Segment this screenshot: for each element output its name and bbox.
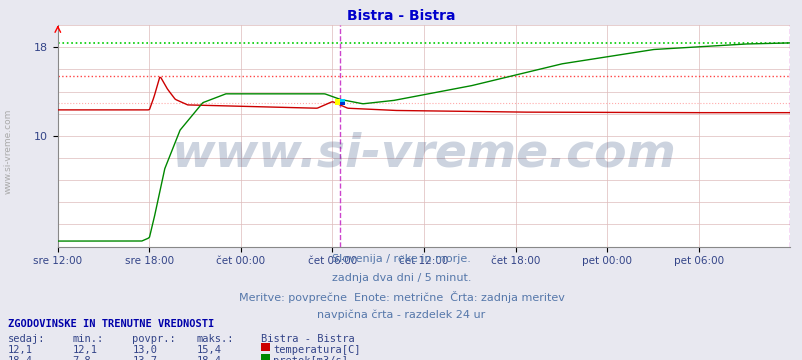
Text: 13,7: 13,7 [132,356,157,360]
Text: Bistra - Bistra: Bistra - Bistra [346,9,456,23]
Text: 13,0: 13,0 [132,345,157,355]
Bar [340,102,345,105]
Text: 15,4: 15,4 [196,345,221,355]
Text: 12,1: 12,1 [72,345,97,355]
Text: www.si-vreme.com: www.si-vreme.com [4,108,13,194]
Text: min.:: min.: [72,334,103,344]
Text: zadnja dva dni / 5 minut.: zadnja dva dni / 5 minut. [331,273,471,283]
Text: ZGODOVINSKE IN TRENUTNE VREDNOSTI: ZGODOVINSKE IN TRENUTNE VREDNOSTI [8,319,214,329]
Text: temperatura[C]: temperatura[C] [273,345,360,355]
Text: 18,4: 18,4 [8,356,33,360]
Text: povpr.:: povpr.: [132,334,176,344]
Text: 18,4: 18,4 [196,356,221,360]
Text: sedaj:: sedaj: [8,334,46,344]
Text: navpična črta - razdelek 24 ur: navpična črta - razdelek 24 ur [317,310,485,320]
Text: 7,8: 7,8 [72,356,91,360]
Text: Bistra - Bistra: Bistra - Bistra [261,334,354,344]
Text: maks.:: maks.: [196,334,234,344]
Text: pretok[m3/s]: pretok[m3/s] [273,356,347,360]
Text: Meritve: povprečne  Enote: metrične  Črta: zadnja meritev: Meritve: povprečne Enote: metrične Črta:… [238,291,564,303]
Bar [340,99,345,102]
Text: www.si-vreme.com: www.si-vreme.com [172,131,675,176]
Bar [334,99,340,105]
Text: Slovenija / reke in morje.: Slovenija / reke in morje. [332,254,470,264]
Text: 12,1: 12,1 [8,345,33,355]
